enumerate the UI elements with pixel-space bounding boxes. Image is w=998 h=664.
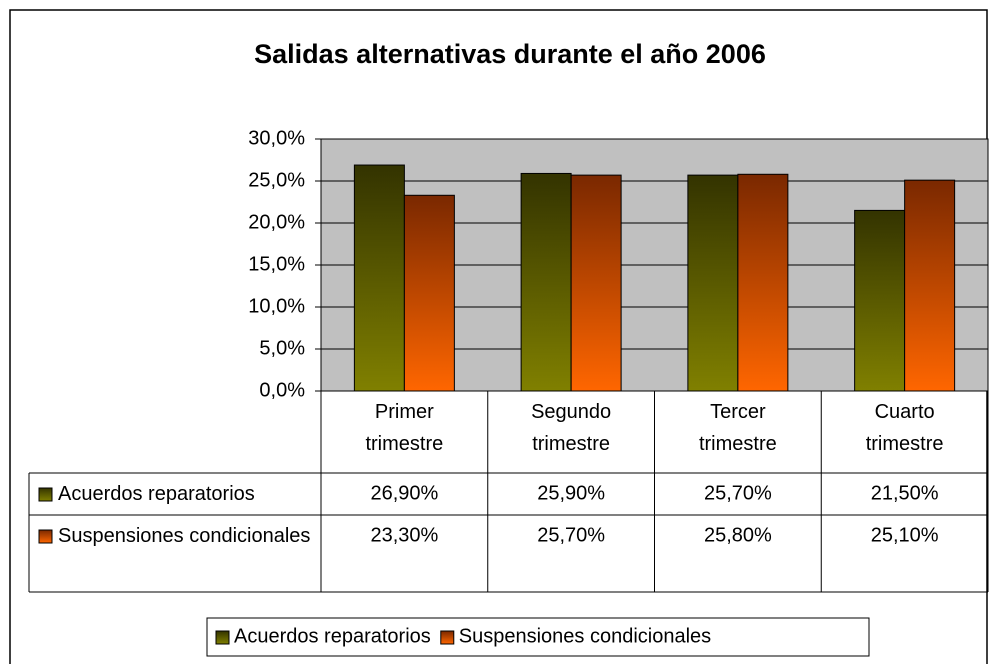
x-tick-label: Tercer trimestre	[698, 401, 777, 455]
legend-label: Acuerdos reparatorios	[234, 625, 431, 647]
legend-swatch	[440, 630, 455, 645]
x-tick-label-box: Segundo trimestre	[531, 401, 612, 455]
y-tick-label: 15,0%	[248, 253, 305, 275]
table-row-header-box: Acuerdos reparatorios	[58, 483, 255, 505]
table-cell: 25,10%	[871, 524, 939, 546]
bar	[403, 194, 455, 392]
x-tick-label-box: Primer trimestre	[365, 401, 444, 455]
table-cell: 26,90%	[370, 482, 438, 504]
x-tick-label: Primer trimestre	[365, 401, 444, 455]
y-tick-label: 25,0%	[248, 169, 305, 191]
chart-title: Salidas alternativas durante el año 2006	[254, 39, 766, 69]
legend-swatch	[38, 529, 53, 544]
legend-swatch	[215, 630, 230, 645]
y-tick-label: 0,0%	[259, 379, 305, 401]
legend-swatch	[38, 487, 53, 502]
bar	[570, 174, 622, 392]
bar	[737, 173, 789, 392]
x-tick-label: Cuarto trimestre	[865, 401, 944, 455]
x-tick-label-box: Cuarto trimestre	[865, 401, 944, 455]
y-tick-label: 20,0%	[248, 211, 305, 233]
table-cell: 21,50%	[871, 482, 939, 504]
y-tick-label: 30,0%	[248, 127, 305, 149]
table-cell: 25,70%	[704, 482, 772, 504]
table-row-header: Acuerdos reparatorios	[58, 483, 255, 505]
bar	[904, 179, 956, 392]
legend-label: Suspensiones condicionales	[459, 625, 711, 647]
table-cell: 25,80%	[704, 524, 772, 546]
table-row-header-box: Suspensiones condicionales	[58, 525, 311, 547]
table-cell: 25,90%	[537, 482, 605, 504]
bar	[854, 209, 906, 392]
legend-box	[206, 617, 870, 657]
y-tick-label: 5,0%	[259, 337, 305, 359]
bar	[687, 174, 739, 392]
table-cell: 25,70%	[537, 524, 605, 546]
table-cell: 23,30%	[370, 524, 438, 546]
x-tick-label: Segundo trimestre	[531, 401, 612, 455]
table-row-header: Suspensiones condicionales	[58, 525, 311, 547]
bar	[520, 172, 572, 392]
y-tick-label: 10,0%	[248, 295, 305, 317]
bar	[353, 164, 405, 392]
x-tick-label-box: Tercer trimestre	[698, 401, 777, 455]
